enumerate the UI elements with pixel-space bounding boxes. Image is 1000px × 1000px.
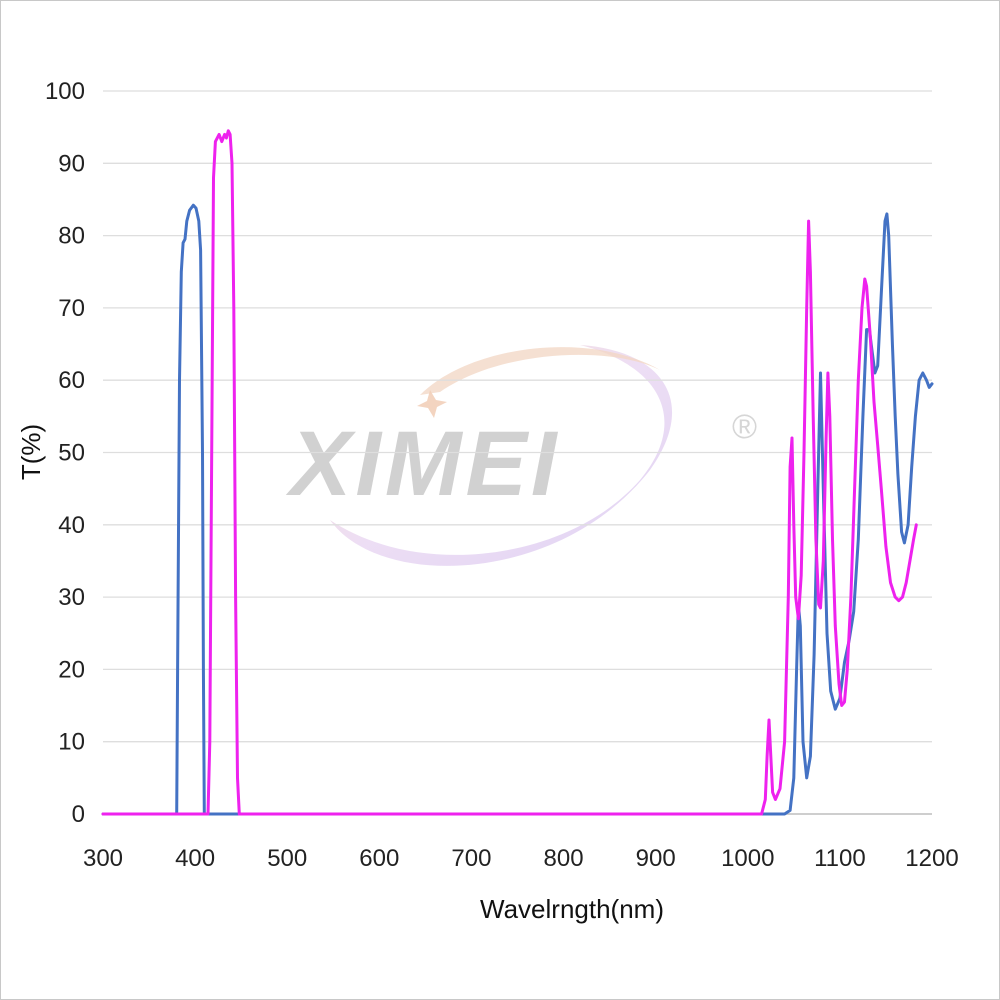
y-axis-label: T(%) — [16, 424, 46, 480]
y-tick-label: 20 — [58, 656, 85, 683]
y-tick-labels: 0 10 20 30 40 50 60 70 80 90 100 — [45, 78, 85, 828]
x-tick-label: 900 — [636, 845, 676, 872]
y-tick-label: 90 — [58, 150, 85, 177]
y-tick-label: 80 — [58, 223, 85, 250]
watermark-arc — [420, 347, 660, 395]
y-tick-label: 40 — [58, 512, 85, 539]
x-tick-label: 500 — [267, 845, 307, 872]
x-axis-label: Wavelrngth(nm) — [480, 894, 664, 924]
x-tick-label: 800 — [544, 845, 584, 872]
watermark-registered-mark: ® — [732, 408, 757, 446]
x-tick-label: 1200 — [905, 845, 958, 872]
watermark-swoosh — [330, 345, 673, 566]
x-tick-label: 600 — [359, 845, 399, 872]
y-tick-label: 100 — [45, 78, 85, 105]
x-tick-label: 700 — [451, 845, 491, 872]
series-line-2 — [101, 129, 918, 816]
watermark-text: XIMEI — [285, 413, 560, 515]
watermark: XIMEI ® — [285, 345, 757, 566]
y-tick-label: 0 — [72, 801, 85, 828]
x-tick-label: 300 — [83, 845, 123, 872]
y-tick-label: 50 — [58, 440, 85, 467]
gridlines — [103, 90, 932, 815]
x-tick-label: 400 — [175, 845, 215, 872]
x-tick-label: 1000 — [721, 845, 774, 872]
x-tick-labels: 300 400 500 600 700 800 900 1000 1100 1200 — [83, 845, 959, 872]
y-tick-label: 30 — [58, 584, 85, 611]
y-tick-label: 10 — [58, 729, 85, 756]
x-tick-label: 1100 — [814, 845, 866, 872]
series-lines — [101, 129, 934, 816]
y-tick-label: 70 — [58, 295, 85, 322]
watermark-star-icon — [417, 390, 447, 418]
y-tick-label: 60 — [58, 367, 85, 394]
series-line-1 — [101, 203, 934, 816]
